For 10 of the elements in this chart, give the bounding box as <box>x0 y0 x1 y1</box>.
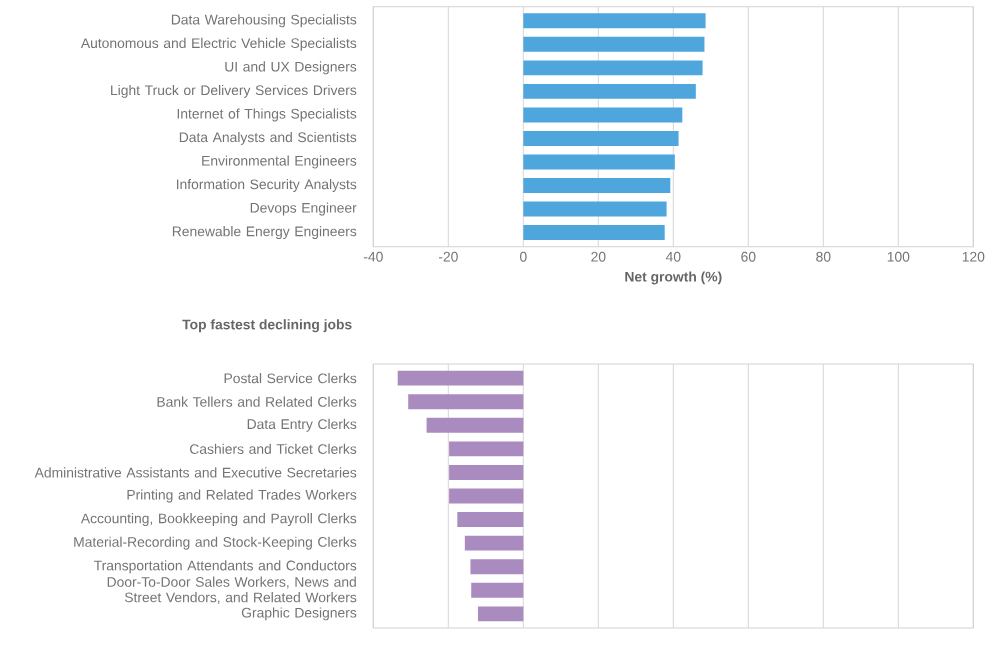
bar <box>523 83 696 99</box>
bar <box>523 154 675 170</box>
bar <box>523 60 703 76</box>
bar <box>523 13 706 29</box>
bar <box>523 107 683 123</box>
bar <box>523 178 671 193</box>
bar <box>523 225 665 241</box>
bar <box>523 130 679 146</box>
bar <box>523 201 667 217</box>
bar <box>523 36 705 52</box>
